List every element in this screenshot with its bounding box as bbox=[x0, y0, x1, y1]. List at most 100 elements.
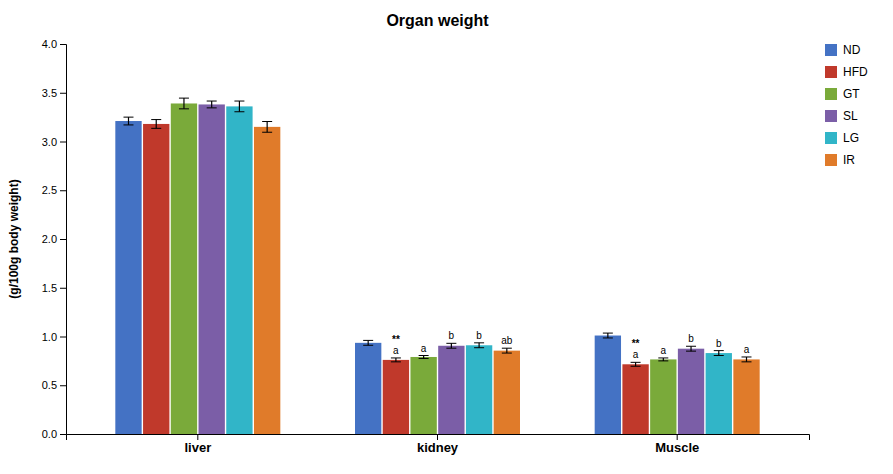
tick-mark bbox=[60, 44, 66, 45]
axis-line bbox=[60, 45, 67, 435]
bar bbox=[733, 359, 759, 434]
tick-label: 0.0 bbox=[42, 428, 57, 440]
error-bar-cap bbox=[742, 356, 752, 357]
error-bar-stem bbox=[211, 101, 212, 108]
tick: 3.0 bbox=[42, 136, 66, 148]
error-bar-cap bbox=[502, 353, 512, 354]
error-bar-cap bbox=[179, 98, 189, 99]
error-bar-cap bbox=[419, 358, 429, 359]
error-bar-stem bbox=[267, 122, 268, 133]
error-bar-cap bbox=[474, 342, 484, 343]
error-bar-stem bbox=[746, 357, 747, 362]
tick: 4.0 bbox=[42, 38, 66, 50]
error-bar bbox=[474, 343, 484, 348]
tick: 3.5 bbox=[42, 87, 66, 99]
annotation: ** bbox=[392, 334, 400, 345]
error-bar-stem bbox=[718, 351, 719, 356]
annotation: b bbox=[449, 330, 455, 341]
error-bar-cap bbox=[742, 361, 752, 362]
tick-mark bbox=[677, 434, 678, 440]
error-bar bbox=[151, 120, 161, 129]
error-bar-cap bbox=[179, 108, 189, 109]
tick-mark bbox=[60, 142, 66, 143]
tick-mark bbox=[60, 93, 66, 94]
bar bbox=[355, 343, 381, 434]
bar bbox=[226, 106, 252, 434]
tick-label: 0.5 bbox=[42, 379, 57, 391]
legend-label: IR bbox=[843, 153, 855, 167]
legend-label: HFD bbox=[843, 65, 868, 79]
marks bbox=[115, 98, 759, 434]
error-bar-cap bbox=[234, 101, 244, 102]
error-bar-cap bbox=[686, 351, 696, 352]
error-bar-stem bbox=[690, 346, 691, 351]
error-bar-stem bbox=[183, 98, 184, 109]
annotation: a bbox=[633, 349, 639, 360]
annotation: a bbox=[393, 345, 399, 356]
tick-mark bbox=[60, 190, 66, 191]
plot: 0.00.51.01.52.02.53.03.54.0liverkidneyMu… bbox=[42, 38, 810, 455]
tick-label: kidney bbox=[417, 440, 459, 455]
error-bar-cap bbox=[631, 366, 641, 367]
bar bbox=[410, 357, 436, 434]
legend-item: GT bbox=[825, 87, 860, 101]
bar bbox=[143, 124, 169, 434]
bar bbox=[383, 360, 409, 434]
error-bar-cap bbox=[262, 132, 272, 133]
tick-label: 3.5 bbox=[42, 87, 57, 99]
tick-mark bbox=[60, 337, 66, 338]
error-bar bbox=[391, 358, 401, 362]
error-bar-stem bbox=[156, 120, 157, 129]
error-bar bbox=[742, 357, 752, 362]
error-bar-cap bbox=[207, 101, 217, 102]
tick: 0.5 bbox=[42, 379, 66, 391]
annotation: b bbox=[476, 330, 482, 341]
chart: 0.00.51.01.52.02.53.03.54.0liverkidneyMu… bbox=[0, 0, 893, 474]
error-bar-cap bbox=[123, 117, 133, 118]
legend-swatch bbox=[825, 66, 837, 78]
error-bar-cap bbox=[262, 121, 272, 122]
legend-label: SL bbox=[843, 109, 858, 123]
legend-swatch bbox=[825, 88, 837, 100]
tick-label: 2.0 bbox=[42, 233, 57, 245]
error-bar-stem bbox=[451, 343, 452, 348]
error-bar bbox=[502, 348, 512, 353]
error-bar bbox=[419, 356, 429, 359]
tick-label: Muscle bbox=[655, 440, 699, 455]
error-bar-cap bbox=[658, 357, 668, 358]
error-bar-stem bbox=[478, 343, 479, 348]
annotation: ab bbox=[501, 335, 513, 346]
legend-label: LG bbox=[843, 131, 859, 145]
bar bbox=[595, 336, 621, 434]
bar bbox=[466, 345, 492, 434]
tick: kidney bbox=[417, 434, 459, 455]
error-bar-cap bbox=[603, 333, 613, 334]
error-bar bbox=[234, 101, 244, 112]
legend-item: HFD bbox=[825, 65, 868, 79]
annotation: a bbox=[661, 345, 667, 356]
bar bbox=[650, 359, 676, 434]
error-bars bbox=[123, 98, 751, 366]
bar bbox=[115, 121, 141, 434]
error-bar bbox=[207, 101, 217, 108]
bar bbox=[199, 104, 225, 434]
legend-item: IR bbox=[825, 153, 855, 167]
error-bar-cap bbox=[446, 343, 456, 344]
error-bar bbox=[658, 358, 668, 361]
error-bar-stem bbox=[239, 101, 240, 112]
error-bar-cap bbox=[363, 345, 373, 346]
error-bar-stem bbox=[128, 117, 129, 125]
error-bar-stem bbox=[607, 333, 608, 338]
tick: 1.0 bbox=[42, 331, 66, 343]
legend-swatch bbox=[825, 44, 837, 56]
bar bbox=[254, 127, 280, 434]
error-bar-cap bbox=[686, 346, 696, 347]
tick-label: 4.0 bbox=[42, 38, 57, 50]
tick-mark bbox=[60, 434, 66, 435]
error-bar bbox=[714, 351, 724, 356]
legend-swatch bbox=[825, 132, 837, 144]
error-bar bbox=[179, 98, 189, 109]
x-axis: liverkidneyMuscle bbox=[67, 434, 810, 455]
legend-item: SL bbox=[825, 109, 858, 123]
error-bar-cap bbox=[151, 128, 161, 129]
